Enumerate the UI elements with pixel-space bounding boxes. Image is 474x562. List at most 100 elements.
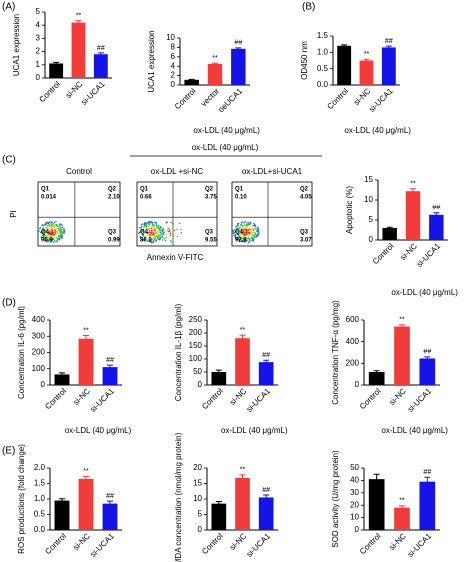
y-axis-label: SOD activity (U/mg protein): [331, 450, 340, 548]
dot: [144, 236, 146, 239]
quadrant-value: 3.75: [205, 195, 217, 201]
dot: [233, 232, 235, 234]
dot: [156, 237, 159, 239]
dot: [155, 239, 158, 241]
error-bar: [75, 20, 82, 25]
bar: [93, 54, 108, 78]
significance-label: ##: [423, 349, 431, 356]
dot: [237, 237, 239, 240]
quadrant-value: 9.55: [205, 238, 217, 244]
y-tick-label: 100: [189, 354, 203, 363]
dot: [139, 237, 142, 239]
dot: [157, 226, 160, 228]
dot: [148, 240, 151, 242]
y-tick-label: 4: [36, 20, 41, 29]
dot: [56, 227, 58, 230]
dot: [45, 236, 47, 238]
dot: [149, 234, 152, 236]
y-tick-label: 30: [350, 488, 359, 497]
dot: [53, 222, 55, 224]
dot: [170, 241, 173, 243]
dot: [147, 228, 150, 230]
y-tick-label: 20: [350, 500, 359, 509]
quadrant-value: 96.9: [41, 238, 53, 244]
dot: [163, 232, 165, 234]
dot: [152, 222, 154, 225]
x-tick-label: Control: [43, 386, 68, 411]
group-label: ox-LDL (40 μg/mL): [193, 126, 260, 135]
dot: [159, 235, 162, 237]
dot: [250, 237, 253, 239]
dot: [44, 230, 47, 232]
significance-label: ##: [106, 493, 114, 500]
dot: [250, 230, 252, 233]
error-bar: [263, 359, 270, 364]
quadrant-name: Q4: [140, 230, 149, 236]
y-tick-label: 5: [369, 215, 374, 224]
dot: [152, 237, 155, 239]
dot: [247, 235, 250, 237]
group-label: ox-LDL (40 μg/mL): [391, 288, 458, 297]
y-tick-label: 2: [171, 71, 176, 80]
dot: [247, 221, 249, 224]
quadrant-name: Q3: [205, 230, 214, 236]
dot: [255, 225, 257, 228]
y-tick-label: 10: [193, 494, 202, 503]
dot: [244, 234, 246, 236]
y-tick-label: 5: [36, 7, 41, 16]
dot: [238, 236, 241, 239]
dot: [241, 225, 244, 227]
dot: [46, 221, 49, 224]
dot: [157, 233, 159, 235]
dot: [249, 223, 252, 225]
dot: [56, 231, 58, 234]
quadrant-name: Q1: [235, 187, 244, 193]
dot: [148, 234, 151, 236]
dot: [247, 237, 250, 239]
y-tick-label: 5: [198, 510, 203, 519]
dot: [169, 239, 172, 242]
dot: [152, 231, 154, 234]
significance-label: **: [240, 327, 246, 334]
dot: [244, 236, 246, 239]
x-tick-label: si-NC: [352, 86, 373, 107]
x-tick-label: si-NC: [71, 531, 92, 552]
error-bar: [363, 58, 370, 62]
group-label: ox-LDL (40 μg/mL): [381, 426, 448, 435]
y-axis-label: MDA concentration (nmol/mg protein): [174, 432, 183, 562]
quadrant-name: Q3: [300, 230, 309, 236]
quadrant-value: 92.8: [235, 238, 247, 244]
dot: [250, 233, 253, 235]
x-tick-label: Control: [200, 531, 225, 556]
dot: [141, 239, 143, 241]
dot: [154, 222, 157, 224]
y-tick-label: 0: [369, 235, 374, 244]
quadrant-name: Q4: [235, 230, 244, 236]
bar: [49, 63, 64, 78]
dot: [56, 239, 59, 241]
y-tick-label: 200: [346, 358, 360, 367]
y-axis-label: Concentration IL-6 (pg/ml): [17, 306, 26, 399]
x-tick-label: si-NC: [387, 386, 408, 407]
dot: [48, 239, 50, 241]
panel-label: (D): [2, 298, 16, 309]
y-tick-label: 15: [364, 175, 373, 184]
dot: [145, 223, 147, 225]
bar: [368, 479, 385, 530]
x-tick-label: si-UCA1: [406, 386, 434, 414]
y-tick-label: 250: [189, 315, 203, 324]
group-label: ox-LDL (40 μg/mL): [221, 426, 288, 435]
x-tick-label: si-UCA1: [79, 79, 107, 107]
dot: [61, 229, 63, 231]
dot: [59, 224, 61, 226]
dot: [232, 230, 234, 233]
dot: [58, 231, 60, 233]
dot: [57, 228, 60, 230]
dot: [55, 236, 57, 238]
quadrant-value: 0.99: [108, 238, 120, 244]
y-tick-label: 150: [189, 341, 203, 350]
y-axis-label: Concentration IL-1β (pg/ml): [174, 303, 183, 401]
dot: [141, 230, 143, 233]
x-tick-label: si-NC: [71, 386, 92, 407]
dot: [140, 231, 142, 234]
